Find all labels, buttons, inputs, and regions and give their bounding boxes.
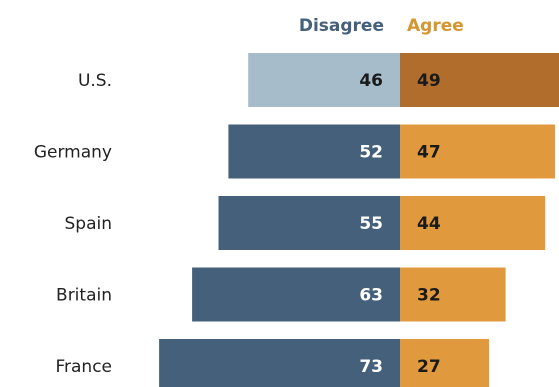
- value-label-agree: 27: [417, 357, 441, 377]
- row-britain: Britain 63 32: [56, 267, 506, 322]
- legend-disagree-label: Disagree: [299, 16, 384, 36]
- value-label-disagree: 63: [359, 286, 383, 306]
- row-u-s: U.S. 46 49: [78, 53, 559, 107]
- bar-disagree: [218, 196, 400, 250]
- value-label-agree: 47: [417, 143, 441, 163]
- value-label-agree: 44: [417, 214, 441, 234]
- bar-agree: [400, 339, 490, 387]
- value-label-disagree: 73: [359, 357, 383, 377]
- category-label: Germany: [34, 143, 112, 163]
- value-label-disagree: 52: [359, 143, 383, 163]
- bar-agree: [400, 53, 559, 107]
- chart-rows: U.S. 46 49 Germany 52 47 Spain 55 44 Britain 63 32 F…: [34, 53, 559, 387]
- value-label-disagree: 46: [359, 71, 383, 91]
- bar-disagree: [192, 267, 400, 322]
- category-label: Spain: [65, 214, 113, 234]
- legend: Disagree Agree: [299, 16, 464, 36]
- bar-disagree: [228, 124, 400, 179]
- bar-agree: [400, 196, 546, 250]
- bar-agree: [400, 267, 506, 322]
- value-label-agree: 32: [417, 286, 441, 306]
- category-label: U.S.: [78, 71, 112, 91]
- bar-disagree: [159, 339, 400, 387]
- category-label: Britain: [56, 286, 112, 306]
- value-label-disagree: 55: [359, 214, 383, 234]
- row-germany: Germany 52 47: [34, 124, 556, 179]
- category-label: France: [55, 357, 112, 377]
- legend-agree-label: Agree: [407, 16, 464, 36]
- bar-disagree: [248, 53, 400, 107]
- bar-agree: [400, 124, 556, 179]
- row-france: France 73 27: [55, 339, 490, 387]
- row-spain: Spain 55 44: [65, 196, 546, 250]
- value-label-agree: 49: [417, 71, 441, 91]
